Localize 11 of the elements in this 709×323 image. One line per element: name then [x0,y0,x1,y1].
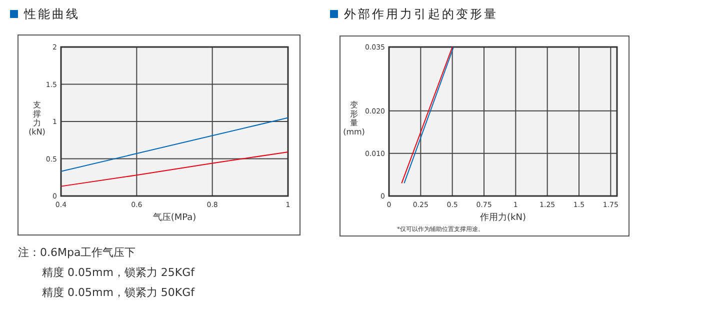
y-axis-title: 变形量(mm) [343,100,365,136]
line-series [60,152,288,187]
x-axis-title: 气压(MPa) [152,212,196,223]
text: 精度 0.05mm，锁紧力 50KGf [42,286,196,299]
text: 精度 0.05mm，锁紧力 25KGf [42,266,196,279]
x-axis-title: 作用力(kN) [479,212,526,223]
chart-title: 性能曲线 [23,7,80,21]
text: 注：0.6Mpa工作气压下 [18,246,136,259]
y-axis-title: 支撑力(kN) [28,100,46,136]
line-series [60,117,288,172]
chart-title: 外部作用力引起的变形量 [344,7,498,21]
